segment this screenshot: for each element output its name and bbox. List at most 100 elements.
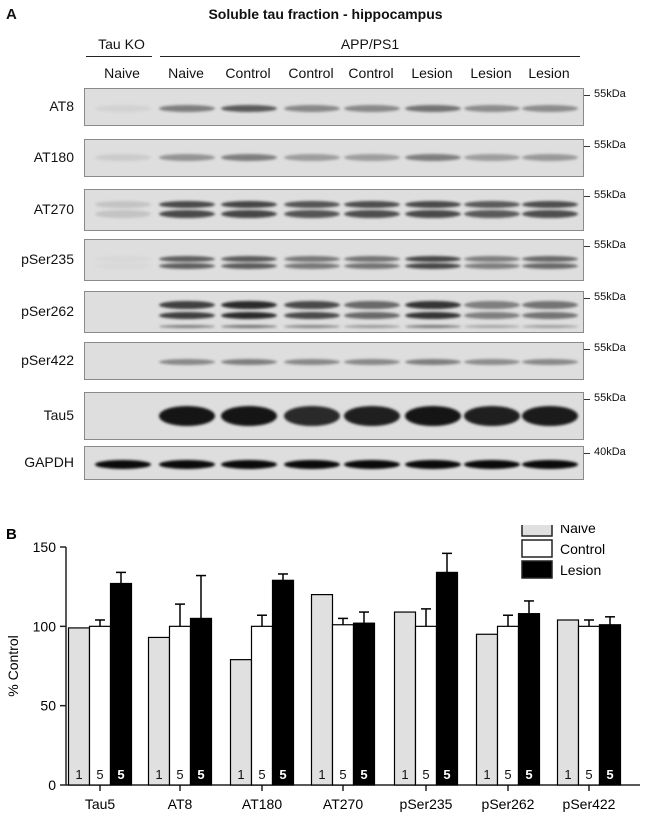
blot-band [405,210,461,219]
blot-band [159,300,215,309]
lane-label-6: Lesion [411,65,453,81]
n-label: 5 [504,767,511,782]
bar-lesion [271,579,295,786]
blot-band [405,359,461,365]
blot-band [464,311,520,319]
n-label: 5 [360,767,367,782]
blot-band [95,263,151,270]
blot-at8 [84,88,584,126]
blot-band [221,300,277,309]
mw-tick [584,298,590,299]
blot-band [522,324,578,328]
blot-band [284,311,340,319]
x-tick-label: AT270 [323,796,363,812]
mw-tick [584,246,590,247]
n-label: 5 [585,767,592,782]
blot-band [405,201,461,209]
legend-swatch-lesion [521,560,553,579]
mw-tick [584,95,590,96]
blot-band [284,459,340,469]
n-label: 5 [443,767,450,782]
mw-marker-label: 55kDa [594,239,626,251]
blot-band [464,104,520,112]
blot-label-tau5: Tau5 [43,407,74,423]
blot-band [464,210,520,219]
bar-lesion [352,622,376,786]
blot-band [344,201,400,209]
blot-band [344,406,400,427]
legend-label-lesion: Lesion [560,562,601,578]
blot-band [522,300,578,309]
blot-band [405,104,461,112]
bar-naive [475,633,499,786]
mw-marker-label: 55kDa [594,291,626,303]
blot-band [522,406,578,427]
lane-label-1: Naive [104,65,140,81]
legend-label-control: Control [560,541,605,557]
n-label: 1 [75,767,82,782]
blot-band [405,153,461,161]
blot-band [405,311,461,319]
n-label: 5 [339,767,346,782]
blot-band [522,201,578,209]
blot-band [221,406,277,427]
blot-band [405,263,461,270]
blot-band [464,359,520,365]
bar-control [331,624,355,786]
blot-band [464,255,520,262]
blot-band [522,459,578,469]
blot-band [221,104,277,112]
blot-band [95,255,151,262]
n-label: 5 [422,767,429,782]
blot-band [464,300,520,309]
legend-label-naive: Naive [560,525,596,536]
n-label: 1 [237,767,244,782]
bar-control [168,625,192,786]
blot-band [405,255,461,262]
blot-band [344,104,400,112]
blot-band [95,153,151,161]
y-tick-label: 50 [40,698,56,714]
x-tick-label: pSer422 [563,796,616,812]
mw-tick [584,349,590,350]
blot-tau5 [84,392,584,440]
mw-tick [584,453,590,454]
n-label: 1 [483,767,490,782]
n-label: 5 [606,767,613,782]
bar-naive [393,611,417,786]
mw-marker-label: 55kDa [594,139,626,151]
blot-band [95,210,151,219]
blot-pser235 [84,239,584,281]
blot-band [284,255,340,262]
blot-band [344,263,400,270]
n-label: 5 [279,767,286,782]
blot-band [344,153,400,161]
blot-band [344,324,400,328]
blot-band [221,201,277,209]
x-tick-label: pSer262 [482,796,535,812]
blot-gapdh [84,446,584,480]
panel-a-title: Soluble tau fraction - hippocampus [208,6,443,22]
n-label: 5 [176,767,183,782]
lane-label-8: Lesion [528,65,570,81]
blot-band [159,406,215,427]
n-label: 1 [155,767,162,782]
blot-band [344,311,400,319]
n-label: 1 [318,767,325,782]
y-tick-label: 150 [33,539,57,555]
blot-band [405,406,461,427]
bar-control [496,625,520,786]
blot-band [159,324,215,328]
blot-band [221,263,277,270]
mw-marker-label: 55kDa [594,88,626,100]
blot-band [284,406,340,427]
blot-band [159,201,215,209]
mw-tick [584,399,590,400]
blot-band [464,406,520,427]
lane-label-7: Lesion [470,65,512,81]
bar-lesion [598,624,622,786]
blot-band [221,255,277,262]
n-label: 5 [197,767,204,782]
blot-label-pser422: pSer422 [21,352,74,368]
